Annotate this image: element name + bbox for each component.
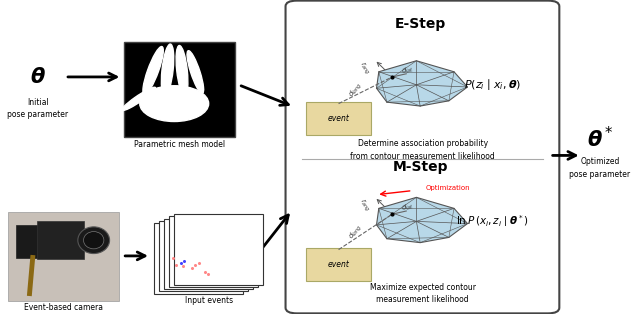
Text: Event-based camera: Event-based camera <box>24 303 103 312</box>
FancyBboxPatch shape <box>154 223 243 294</box>
Polygon shape <box>376 61 467 106</box>
Text: $d_{lat}$: $d_{lat}$ <box>401 63 415 77</box>
FancyBboxPatch shape <box>36 221 84 259</box>
Text: $d_{long}$: $d_{long}$ <box>346 80 365 100</box>
Polygon shape <box>376 198 467 243</box>
Text: event: event <box>328 114 349 123</box>
FancyBboxPatch shape <box>164 219 253 289</box>
Text: $\ln P\,(x_i, z_i \mid \boldsymbol{\theta}^*)$: $\ln P\,(x_i, z_i \mid \boldsymbol{\thet… <box>456 214 529 229</box>
Text: $r_{ang}$: $r_{ang}$ <box>356 196 373 214</box>
Text: Initial
pose parameter: Initial pose parameter <box>7 98 68 119</box>
Text: Determine association probability
from contour measurement likelihood: Determine association probability from c… <box>350 139 495 161</box>
Text: Parametric mesh model: Parametric mesh model <box>134 140 225 149</box>
Text: Maximize expected contour
measurement likelihood: Maximize expected contour measurement li… <box>370 283 476 304</box>
Text: $\boldsymbol{\theta}^*$: $\boldsymbol{\theta}^*$ <box>587 126 613 151</box>
Text: M-Step: M-Step <box>393 160 449 174</box>
Text: $\boldsymbol{\theta}$: $\boldsymbol{\theta}$ <box>30 67 45 87</box>
FancyBboxPatch shape <box>285 1 559 313</box>
FancyBboxPatch shape <box>124 42 236 137</box>
Text: Optimized
pose parameter: Optimized pose parameter <box>570 157 630 179</box>
Text: $d_{lat}$: $d_{lat}$ <box>401 201 415 214</box>
Ellipse shape <box>84 231 104 249</box>
Ellipse shape <box>176 46 188 95</box>
Text: $r_{ang}$: $r_{ang}$ <box>356 59 373 77</box>
Text: Optimization: Optimization <box>426 185 470 192</box>
Ellipse shape <box>161 44 173 96</box>
Ellipse shape <box>143 46 163 95</box>
Text: E-Step: E-Step <box>396 17 447 30</box>
FancyBboxPatch shape <box>159 221 248 291</box>
Ellipse shape <box>140 86 209 122</box>
Ellipse shape <box>78 227 109 254</box>
FancyBboxPatch shape <box>8 212 119 301</box>
FancyBboxPatch shape <box>306 102 371 135</box>
Text: Input events: Input events <box>184 296 233 305</box>
Ellipse shape <box>187 51 204 94</box>
Text: event: event <box>328 260 349 269</box>
FancyBboxPatch shape <box>174 214 263 285</box>
FancyBboxPatch shape <box>15 225 58 258</box>
Text: $d_{long}$: $d_{long}$ <box>346 222 365 242</box>
Text: $P(z_i \mid x_i, \boldsymbol{\theta})$: $P(z_i \mid x_i, \boldsymbol{\theta})$ <box>464 77 521 92</box>
FancyBboxPatch shape <box>170 216 258 287</box>
Ellipse shape <box>122 87 156 111</box>
FancyBboxPatch shape <box>306 248 371 281</box>
